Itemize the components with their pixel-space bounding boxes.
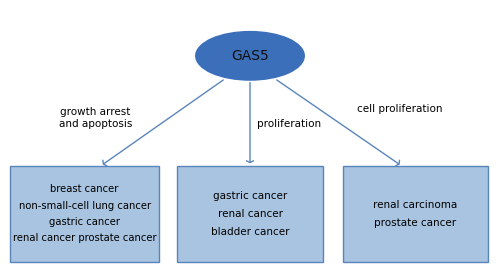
FancyBboxPatch shape (10, 166, 160, 262)
FancyBboxPatch shape (176, 166, 324, 262)
Text: growth arrest
and apoptosis: growth arrest and apoptosis (59, 107, 132, 129)
Text: cell proliferation: cell proliferation (356, 104, 442, 114)
Text: gastric cancer
renal cancer
bladder cancer: gastric cancer renal cancer bladder canc… (211, 191, 289, 237)
Text: GAS5: GAS5 (231, 49, 269, 63)
Text: renal carcinoma
prostate cancer: renal carcinoma prostate cancer (373, 200, 458, 228)
Text: breast cancer
non-small-cell lung cancer
gastric cancer
renal cancer prostate ca: breast cancer non-small-cell lung cancer… (13, 184, 156, 243)
Text: proliferation: proliferation (258, 118, 322, 128)
Ellipse shape (196, 32, 304, 80)
FancyBboxPatch shape (343, 166, 488, 262)
